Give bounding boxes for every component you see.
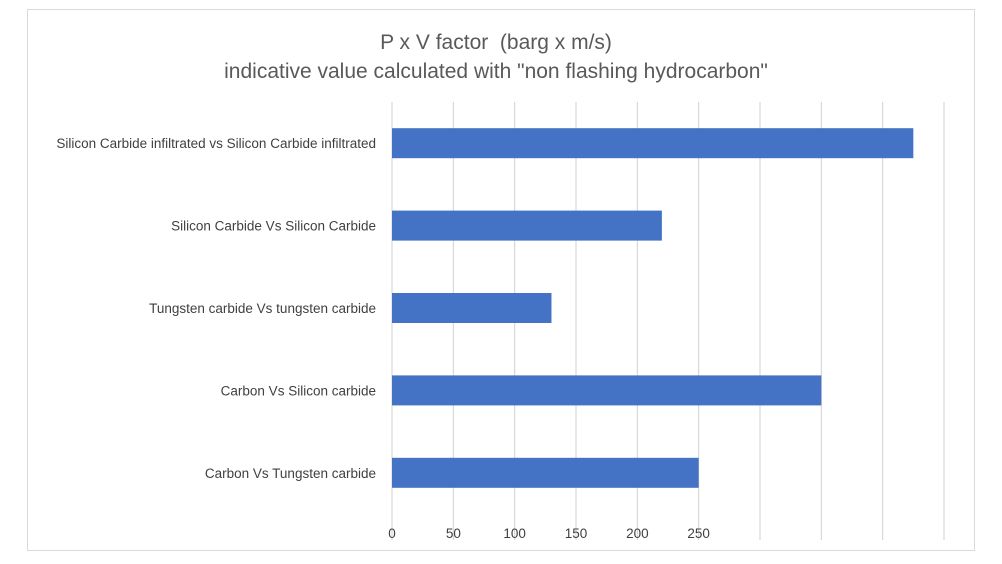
- category-label-5: Carbon Vs Tungsten carbide: [205, 466, 376, 481]
- x-tick-label-250: 250: [687, 526, 710, 541]
- bar-1: [392, 128, 914, 159]
- bars: [392, 128, 914, 488]
- x-tick-label-200: 200: [626, 526, 649, 541]
- category-labels: Silicon Carbide infiltrated vs Silicon C…: [56, 136, 376, 481]
- category-label-2: Silicon Carbide Vs Silicon Carbide: [171, 219, 376, 234]
- category-label-4: Carbon Vs Silicon carbide: [221, 383, 376, 398]
- bar-2: [392, 210, 662, 241]
- x-tick-label-0: 0: [388, 526, 396, 541]
- bar-5: [392, 457, 699, 488]
- x-tick-label-150: 150: [565, 526, 588, 541]
- bar-3: [392, 293, 552, 323]
- chart-title: P x V factor (barg x m/s): [380, 31, 612, 54]
- x-tick-label-50: 50: [446, 526, 461, 541]
- chart-subtitle: indicative value calculated with "non fl…: [224, 60, 768, 83]
- x-axis-ticks: 0 50 100 150 200 250: [388, 526, 710, 541]
- bar-4: [392, 375, 822, 406]
- category-label-3: Tungsten carbide Vs tungsten carbide: [149, 301, 376, 316]
- x-tick-label-100: 100: [503, 526, 526, 541]
- category-label-1: Silicon Carbide infiltrated vs Silicon C…: [56, 136, 376, 151]
